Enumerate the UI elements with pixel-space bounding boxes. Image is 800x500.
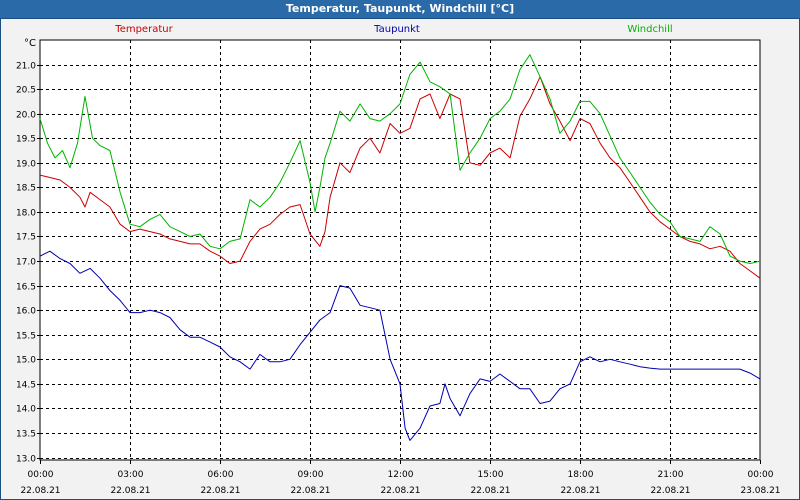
y-tick-label: 13.0: [16, 455, 36, 465]
x-tick-date-label: 22.08.21: [380, 486, 420, 496]
y-tick-label: 19.5: [16, 135, 36, 145]
x-tick-date-label: 22.08.21: [110, 486, 150, 496]
x-tick-date-label: 22.08.21: [20, 486, 60, 496]
y-tick-label: 18.5: [16, 184, 36, 194]
x-tick-date-label: 23.08.21: [740, 486, 780, 496]
chart-title: Temperatur, Taupunkt, Windchill [°C]: [285, 2, 515, 15]
x-tick-date-label: 22.08.21: [470, 486, 510, 496]
legend-taupunkt: Taupunkt: [374, 24, 420, 35]
x-tick-time-label: 00:00: [748, 470, 774, 480]
y-tick-label: 21.0: [16, 62, 36, 72]
y-tick-label: 19.0: [16, 160, 36, 170]
x-tick-time-label: 15:00: [478, 470, 504, 480]
y-tick-label: 18.0: [16, 209, 36, 219]
series-line-temperatur: [39, 76, 761, 279]
series-line-taupunkt: [39, 250, 761, 441]
x-tick-date-label: 22.08.21: [560, 486, 600, 496]
x-tick-time-label: 12:00: [388, 470, 414, 480]
y-tick-label: 15.5: [16, 332, 36, 342]
y-tick-label: 15.0: [16, 356, 36, 366]
legend-temperatur: Temperatur: [115, 24, 173, 35]
y-tick-label: 20.5: [16, 86, 36, 96]
title-bar: Temperatur, Taupunkt, Windchill [°C]: [0, 0, 800, 19]
x-tick-time-label: 21:00: [658, 470, 684, 480]
y-tick-label: 17.5: [16, 233, 36, 243]
x-tick-date-label: 22.08.21: [650, 486, 690, 496]
x-tick-time-label: 00:00: [28, 470, 54, 480]
y-tick-label: 14.0: [16, 405, 36, 415]
x-tick-date-label: 22.08.21: [290, 486, 330, 496]
series-line-windchill: [39, 54, 761, 264]
x-tick-time-label: 09:00: [298, 470, 324, 480]
y-tick-label: 16.5: [16, 283, 36, 293]
x-tick-time-label: 06:00: [208, 470, 234, 480]
x-tick-time-label: 03:00: [118, 470, 144, 480]
y-tick-label: 13.5: [16, 430, 36, 440]
y-tick-label: 16.0: [16, 307, 36, 317]
legend-windchill: Windchill: [627, 24, 673, 35]
y-tick-label: 14.5: [16, 381, 36, 391]
y-tick-label: 20.0: [16, 111, 36, 121]
y-tick-label: 17.0: [16, 258, 36, 268]
y-axis-unit-label: °C: [24, 38, 36, 49]
x-tick-time-label: 18:00: [568, 470, 594, 480]
x-tick-date-label: 22.08.21: [200, 486, 240, 496]
